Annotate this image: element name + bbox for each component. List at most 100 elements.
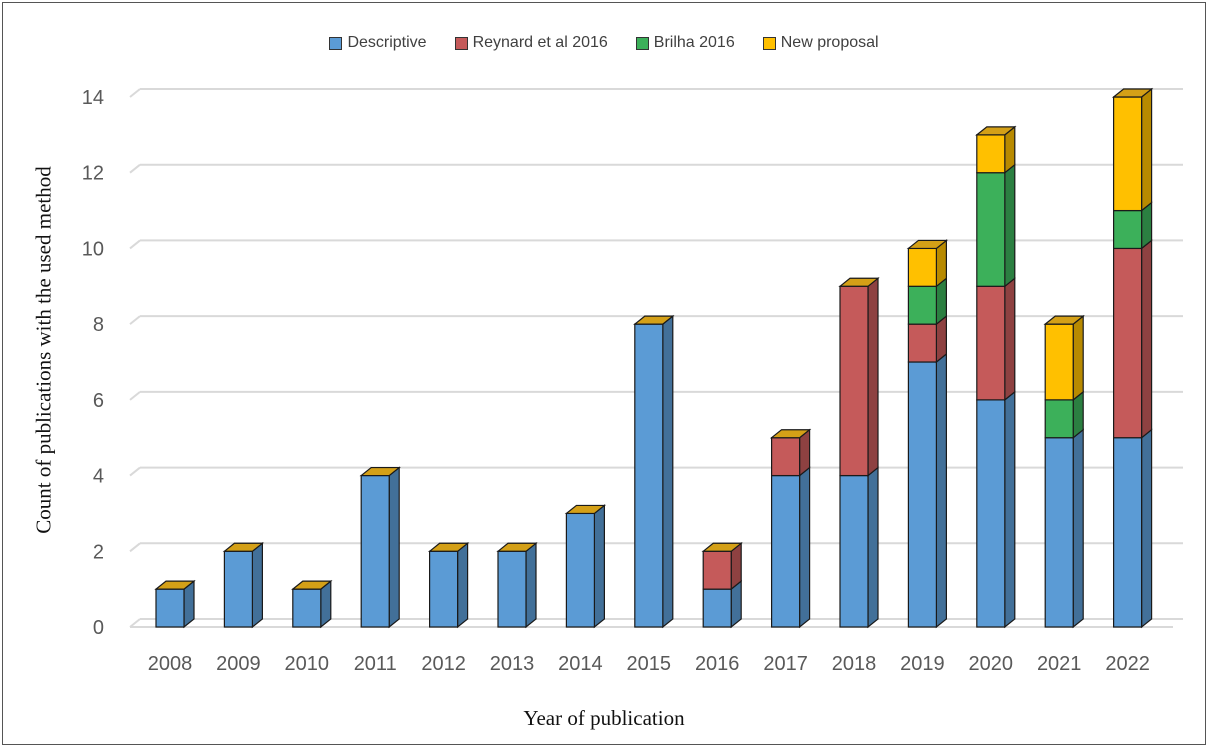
- bar-descriptive-2011: [360, 474, 390, 628]
- bar-side-new-proposal-2021: [1072, 314, 1084, 402]
- y-tick-label: 6: [93, 390, 104, 412]
- y-axis-title: Count of publications with the used meth…: [31, 166, 56, 534]
- bar-brilha-2016-2020: [976, 172, 1006, 287]
- bar-reynard-et-al-2016-2018: [839, 285, 869, 477]
- bar-descriptive-2021: [1044, 437, 1074, 628]
- bar-new-proposal-2019: [907, 247, 938, 287]
- bar-top-2008: [154, 580, 196, 590]
- bar-new-proposal-2022: [1112, 96, 1143, 212]
- x-tick-label-2017: 2017: [763, 653, 808, 675]
- bar-top-2022: [1111, 88, 1154, 98]
- legend-item-brilha: Brilha 2016: [635, 34, 735, 52]
- x-tick-label-2020: 2020: [969, 653, 1014, 675]
- bar-reynard-et-al-2016-2020: [976, 285, 1006, 401]
- bar-side-descriptive-2018: [867, 466, 879, 629]
- x-tick-label-2008: 2008: [148, 653, 193, 675]
- bar-descriptive-2016: [702, 588, 732, 628]
- bar-side-descriptive-2017: [798, 466, 811, 629]
- bar-side-reynard-et-al-2016-2020: [1004, 277, 1016, 402]
- bar-top-2017: [769, 429, 812, 439]
- bar-top-2019: [906, 239, 949, 250]
- x-tick-label-2009: 2009: [216, 653, 261, 675]
- x-tick-label-2014: 2014: [558, 653, 603, 675]
- bar-top-2020: [975, 126, 1017, 136]
- bar-side-descriptive-2022: [1140, 428, 1153, 629]
- y-tick-label: 14: [82, 87, 104, 109]
- bar-side-brilha-2016-2020: [1004, 163, 1016, 288]
- bar-side-descriptive-2011: [388, 466, 400, 629]
- bar-brilha-2016-2022: [1112, 209, 1143, 250]
- gridline-diag: [129, 466, 141, 477]
- bar-top-2009: [222, 542, 265, 552]
- x-tick-label-2022: 2022: [1105, 653, 1150, 675]
- gridline-diag: [129, 88, 141, 98]
- bar-descriptive-2019: [907, 361, 938, 628]
- bar-descriptive-2012: [429, 550, 459, 628]
- gridline-diag: [129, 239, 141, 250]
- bar-side-descriptive-2015: [662, 314, 674, 629]
- legend-item-reynard: Reynard et al 2016: [454, 34, 608, 52]
- bar-descriptive-2008: [155, 588, 185, 628]
- gridline-diag: [129, 618, 141, 628]
- legend-swatch-brilha: [635, 36, 649, 50]
- gridline-diag: [129, 163, 141, 174]
- bar-side-descriptive-2019: [935, 352, 948, 629]
- x-axis-title: Year of publication: [523, 706, 685, 730]
- bar-descriptive-2014: [565, 512, 596, 628]
- legend-item-new-proposal: New proposal: [762, 34, 879, 52]
- bar-reynard-et-al-2016-2016: [702, 550, 732, 590]
- bar-descriptive-2017: [770, 474, 801, 628]
- gridline-diag: [129, 391, 141, 401]
- bar-top-2018: [838, 277, 880, 287]
- bar-descriptive-2009: [223, 550, 253, 628]
- bar-top-2016: [701, 542, 743, 552]
- bar-side-new-proposal-2022: [1140, 87, 1153, 212]
- y-tick-label: 2: [93, 541, 104, 563]
- bar-top-2021: [1043, 315, 1085, 325]
- bar-side-descriptive-2020: [1004, 390, 1016, 629]
- bar-side-descriptive-2021: [1072, 428, 1084, 629]
- bar-top-2012: [427, 542, 470, 552]
- legend-label-descriptive: Descriptive: [347, 34, 427, 51]
- y-tick-label: 0: [93, 617, 104, 639]
- bar-side-reynard-et-al-2016-2018: [867, 277, 879, 477]
- gridline-diag: [129, 315, 141, 325]
- y-tick-label: 10: [82, 238, 104, 260]
- x-tick-label-2016: 2016: [695, 653, 740, 675]
- bar-side-reynard-et-al-2016-2022: [1140, 239, 1153, 439]
- legend-swatch-new-proposal: [762, 36, 776, 50]
- bar-descriptive-2015: [634, 323, 664, 628]
- x-tick-label-2021: 2021: [1037, 653, 1082, 675]
- x-tick-label-2013: 2013: [490, 653, 535, 675]
- bar-reynard-et-al-2016-2017: [770, 437, 801, 477]
- legend-label-reynard: Reynard et al 2016: [472, 34, 608, 51]
- x-tick-label-2018: 2018: [832, 653, 877, 675]
- bar-descriptive-2010: [292, 588, 322, 628]
- bar-new-proposal-2020: [976, 134, 1006, 174]
- legend: Descriptive Reynard et al 2016 Brilha 20…: [0, 34, 1208, 52]
- bar-side-descriptive-2012: [457, 542, 469, 629]
- bar-brilha-2016-2021: [1044, 399, 1074, 439]
- bar-reynard-et-al-2016-2019: [907, 323, 938, 363]
- bar-descriptive-2022: [1112, 437, 1143, 628]
- bar-side-descriptive-2009: [251, 542, 263, 629]
- legend-swatch-descriptive: [329, 36, 343, 50]
- y-tick-label: 4: [93, 466, 104, 488]
- legend-swatch-reynard: [454, 36, 468, 50]
- bar-brilha-2016-2019: [907, 285, 938, 325]
- legend-label-brilha: Brilha 2016: [653, 34, 735, 51]
- x-tick-label-2015: 2015: [627, 653, 672, 675]
- gridline-diag: [129, 542, 141, 553]
- y-tick-label: 8: [93, 314, 104, 336]
- x-tick-label-2019: 2019: [900, 653, 945, 675]
- bar-side-descriptive-2014: [593, 504, 606, 629]
- bar-descriptive-2018: [839, 474, 869, 628]
- bar-top-2010: [291, 580, 333, 590]
- legend-item-descriptive: Descriptive: [329, 34, 427, 52]
- x-tick-label-2012: 2012: [421, 653, 466, 675]
- y-tick-label: 12: [82, 163, 104, 185]
- x-tick-label-2011: 2011: [354, 653, 397, 675]
- legend-label-new-proposal: New proposal: [780, 34, 879, 51]
- bar-descriptive-2013: [497, 550, 527, 628]
